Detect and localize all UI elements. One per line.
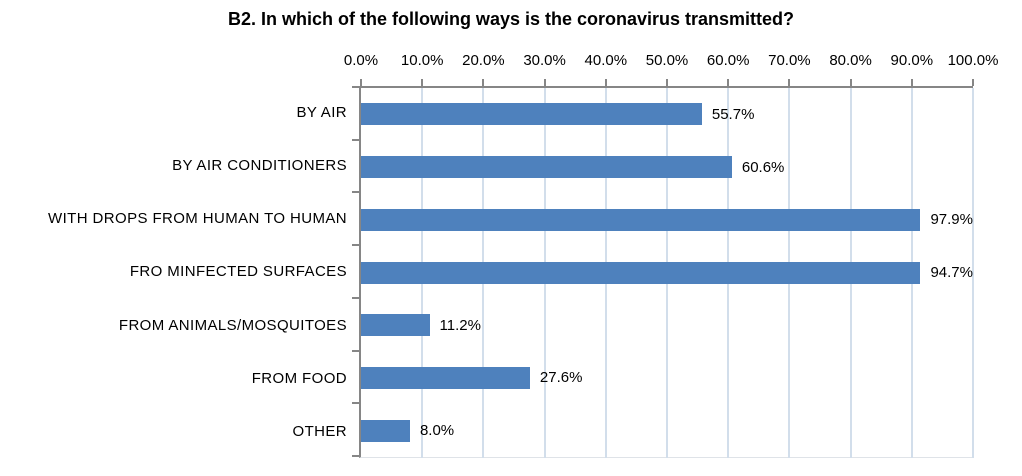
bar-row: 11.2% — [361, 299, 973, 352]
category-label: WITH DROPS FROM HUMAN TO HUMAN — [48, 210, 347, 228]
bar-row: 27.6% — [361, 352, 973, 405]
bar-row: 60.6% — [361, 141, 973, 194]
y-axis-tick — [352, 138, 359, 141]
x-axis-tick — [727, 79, 730, 86]
x-axis-tick-label: 0.0% — [343, 52, 379, 69]
bar-value-label: 97.9% — [930, 211, 973, 229]
bar-value-label: 55.7% — [711, 105, 755, 123]
x-axis-tick-label: 50.0% — [645, 52, 689, 69]
x-axis-tick — [421, 79, 424, 86]
category-label: BY AIR — [296, 104, 347, 122]
bar — [361, 208, 921, 231]
x-axis-tick — [788, 79, 791, 86]
bar-row: 97.9% — [361, 193, 973, 246]
bar-value-label: 8.0% — [419, 422, 455, 440]
x-axis-tick-label: 60.0% — [706, 52, 750, 69]
x-axis-tick-label: 70.0% — [768, 52, 811, 69]
category-label: FRO MINFECTED SURFACES — [129, 263, 347, 281]
bar-value-label: 94.7% — [930, 264, 973, 282]
category-label: FROM FOOD — [251, 369, 347, 387]
x-axis-tick — [972, 79, 974, 86]
x-axis-tick — [482, 79, 485, 86]
x-axis-tick-label: 30.0% — [523, 52, 566, 69]
gridline — [972, 88, 974, 458]
x-axis: 0.0% 10.0% 20.0% 30.0% 40.0% 50.0% 60.0% 70.0% 8… — [344, 52, 999, 72]
bar-value-label: 11.2% — [439, 316, 481, 334]
x-axis-tick-label: 90.0% — [890, 52, 934, 69]
y-axis-tick — [352, 296, 359, 299]
x-axis-tick-label: 80.0% — [829, 52, 872, 69]
bar — [361, 314, 430, 337]
bar-value-label: 60.6% — [741, 158, 785, 176]
bar-row: 94.7% — [361, 246, 973, 299]
x-axis-tick — [604, 79, 607, 86]
x-axis-tick-label: 10.0% — [400, 52, 444, 69]
x-axis-tick-label: 20.0% — [462, 52, 505, 69]
x-axis-tick — [849, 79, 852, 86]
bar — [361, 156, 732, 179]
bar — [361, 103, 702, 126]
y-axis-tick — [352, 244, 359, 247]
x-axis-tick-label: 100.0% — [947, 52, 999, 69]
y-axis-tick — [352, 402, 359, 405]
x-axis-tick — [666, 79, 668, 86]
y-axis-tick — [352, 86, 359, 88]
x-axis-tick — [910, 79, 913, 86]
x-axis-tick — [360, 79, 362, 86]
plot-area: 55.7% 60.6% 97.9% 94.7% 11.2% 27.6% 8.0% — [352, 79, 974, 458]
y-axis-tick — [352, 455, 359, 457]
category-label: FROM ANIMALS/MOSQUITOES — [118, 316, 347, 334]
bar — [361, 366, 530, 389]
bar — [361, 261, 921, 284]
bar-value-label: 27.6% — [539, 369, 583, 387]
y-axis-tick — [352, 349, 359, 352]
category-label: BY AIR CONDITIONERS — [172, 157, 347, 175]
bar — [361, 419, 410, 442]
y-axis-tick — [352, 191, 359, 194]
bar-row: 8.0% — [361, 404, 973, 457]
chart-title: B2. In which of the following ways is th… — [227, 9, 795, 29]
category-axis: BY AIR BY AIR CONDITIONERS WITH DROPS FROM… — [0, 86, 347, 458]
bar-row: 55.7% — [361, 88, 973, 141]
x-axis-tick — [543, 79, 546, 86]
category-label: OTHER — [292, 422, 347, 440]
x-axis-tick-label: 40.0% — [584, 52, 628, 69]
